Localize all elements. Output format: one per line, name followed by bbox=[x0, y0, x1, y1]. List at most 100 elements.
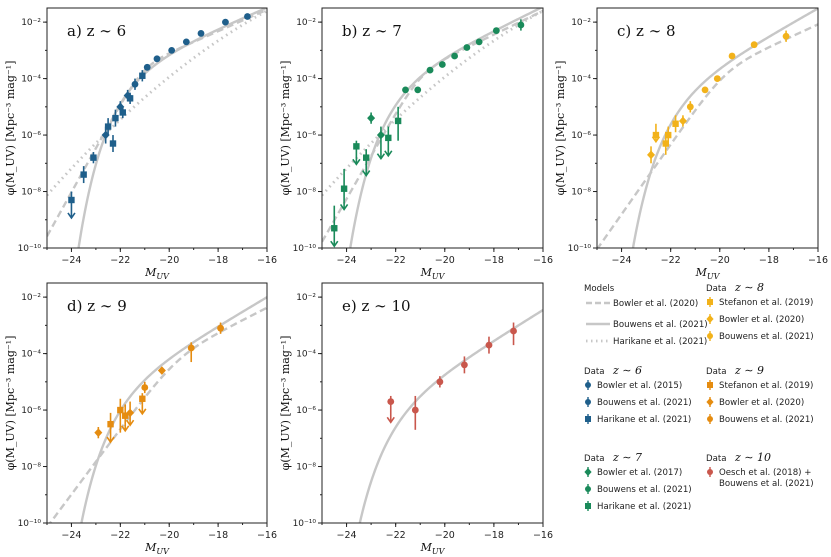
x-axis-label: MUV bbox=[420, 541, 446, 556]
upper-limit-arrow bbox=[138, 408, 147, 416]
data-point-circle bbox=[492, 27, 500, 34]
y-tick-label: 10⁻⁴ bbox=[296, 75, 316, 85]
circle-marker bbox=[414, 86, 422, 94]
bowler-2020-curve bbox=[597, 23, 818, 248]
square-marker bbox=[340, 185, 348, 192]
data-points bbox=[94, 322, 224, 444]
x-tick-label: −18 bbox=[484, 255, 504, 266]
legend-square-marker bbox=[585, 416, 591, 422]
x-tick-label: −18 bbox=[208, 255, 228, 266]
panel-z10: −24 −22 −20 −18 −16 10⁻¹⁰ 10⁻⁸ 10⁻⁶ 10⁻⁴ 10⁻² MUV φ… bbox=[279, 282, 553, 556]
data-point-square bbox=[106, 412, 115, 444]
circle-marker bbox=[438, 61, 446, 68]
data-point-circle bbox=[187, 342, 195, 363]
circle-marker bbox=[461, 361, 468, 369]
x-axis-label: MUV bbox=[695, 266, 721, 281]
data-point-circle bbox=[153, 55, 161, 63]
x-tick-label: −24 bbox=[337, 255, 357, 266]
legend-entry-label: Bouwens et al. (2021) bbox=[719, 332, 814, 342]
y-tick-label: 10⁻¹⁰ bbox=[293, 244, 317, 254]
data-point-circle bbox=[182, 38, 190, 46]
legend-entry-label: Bowler et al. (2017) bbox=[597, 468, 682, 478]
data-point-square bbox=[384, 126, 393, 158]
data-point-circle bbox=[197, 30, 205, 37]
bouwens-2021-curve bbox=[77, 8, 267, 248]
legend-circle-marker bbox=[707, 416, 713, 422]
data-point-circle bbox=[701, 86, 709, 94]
x-tick-label: −22 bbox=[661, 255, 681, 266]
data-point-circle bbox=[143, 63, 151, 71]
square-marker bbox=[331, 225, 338, 232]
circle-marker bbox=[517, 21, 525, 29]
square-marker bbox=[652, 131, 660, 139]
data-point-circle bbox=[728, 52, 736, 60]
y-tick-label: 10⁻⁶ bbox=[21, 406, 41, 416]
x-tick-label: −16 bbox=[257, 530, 277, 541]
data-point-square bbox=[90, 152, 97, 164]
legend-z-label: z ∼ 8 bbox=[734, 281, 764, 294]
data-point-circle bbox=[510, 322, 517, 346]
diamond-marker bbox=[101, 130, 110, 140]
circle-marker bbox=[713, 75, 721, 82]
upper-limit-arrow bbox=[352, 158, 361, 166]
x-axis-label: MUV bbox=[420, 266, 446, 281]
y-tick-label: 10⁻¹⁰ bbox=[18, 244, 42, 254]
y-tick-label: 10⁻¹⁰ bbox=[568, 244, 592, 254]
legend-group-z9: Data z ∼ 9 Stefanon et al. (2019) Bowler et… bbox=[706, 364, 814, 425]
legend-entry-label: Bouwens et al. (2021) bbox=[597, 485, 692, 495]
y-tick-label: 10⁻⁴ bbox=[296, 350, 316, 360]
y-axis-label: φ(M_UV) [Mpc⁻³ mag⁻¹] bbox=[554, 61, 567, 196]
circle-marker bbox=[141, 384, 149, 391]
data-point-square bbox=[104, 118, 112, 136]
data-point-circle bbox=[168, 46, 176, 54]
model-curves bbox=[322, 8, 543, 248]
legend-diamond-marker bbox=[706, 398, 714, 406]
circle-marker bbox=[244, 13, 251, 20]
data-point-circle bbox=[217, 322, 224, 334]
y-tick-label: 10⁻⁴ bbox=[21, 75, 41, 85]
y-tick-label: 10⁻⁸ bbox=[21, 463, 41, 473]
x-tick-label: −18 bbox=[208, 530, 228, 541]
data-point-diamond bbox=[376, 126, 386, 161]
panels: −24 −22 −20 −18 −16 10⁻¹⁰ 10⁻⁸ 10⁻⁶ 10⁻⁴ 10⁻² MUV φ… bbox=[4, 7, 828, 556]
y-tick-label: 10⁻⁸ bbox=[21, 188, 41, 198]
data-point-circle bbox=[244, 13, 251, 20]
legend-z-label: z ∼ 6 bbox=[612, 364, 642, 377]
bowler-2020-curve bbox=[47, 8, 267, 237]
y-tick-label: 10⁻¹⁰ bbox=[18, 519, 42, 529]
square-marker bbox=[119, 109, 126, 116]
legend-entry-label: Stefanon et al. (2019) bbox=[719, 298, 813, 308]
y-axis-label: φ(M_UV) [Mpc⁻³ mag⁻¹] bbox=[4, 336, 17, 471]
data-point-circle bbox=[517, 19, 525, 31]
circle-marker bbox=[222, 18, 229, 26]
y-tick-label: 10⁻² bbox=[21, 293, 41, 303]
square-marker bbox=[353, 143, 360, 150]
legend-model-label: Bowler et al. (2020) bbox=[613, 299, 698, 309]
y-axis-label: φ(M_UV) [Mpc⁻³ mag⁻¹] bbox=[279, 61, 292, 196]
legend-group-z7: Data z ∼ 7 Bowler et al. (2017) Bouwens et … bbox=[584, 451, 692, 512]
data-point-circle bbox=[411, 395, 419, 430]
data-points bbox=[67, 13, 251, 220]
y-tick-label: 10⁻¹⁰ bbox=[293, 519, 317, 529]
legend-circle-marker bbox=[585, 486, 591, 492]
circle-marker bbox=[168, 46, 176, 54]
upper-limit-arrow bbox=[339, 204, 349, 211]
circle-marker bbox=[426, 66, 434, 74]
data-points bbox=[386, 322, 517, 430]
axes-frame bbox=[596, 7, 819, 249]
diamond-marker bbox=[126, 408, 135, 418]
legend-entry-label: Bouwens et al. (2021) bbox=[719, 415, 814, 425]
legend-entry-label: Bowler et al. (2015) bbox=[597, 381, 682, 391]
y-axis-label: φ(M_UV) [Mpc⁻³ mag⁻¹] bbox=[279, 336, 292, 471]
legend-entry-label: Harikane et al. (2021) bbox=[597, 415, 691, 425]
square-marker bbox=[68, 196, 75, 204]
data-point-diamond bbox=[94, 427, 103, 439]
data-point-square bbox=[139, 70, 146, 82]
upper-limit-arrow bbox=[125, 419, 135, 427]
y-axis-label: φ(M_UV) [Mpc⁻³ mag⁻¹] bbox=[4, 61, 17, 196]
data-point-circle bbox=[485, 336, 493, 354]
panel-z7: −24 −22 −20 −18 −16 10⁻¹⁰ 10⁻⁸ 10⁻⁶ 10⁻⁴ 10⁻² MUV φ… bbox=[279, 7, 553, 281]
legend-model-label: Harikane et al. (2021) bbox=[613, 337, 707, 347]
bowler-2020-curve bbox=[322, 9, 543, 243]
square-marker bbox=[139, 395, 146, 402]
